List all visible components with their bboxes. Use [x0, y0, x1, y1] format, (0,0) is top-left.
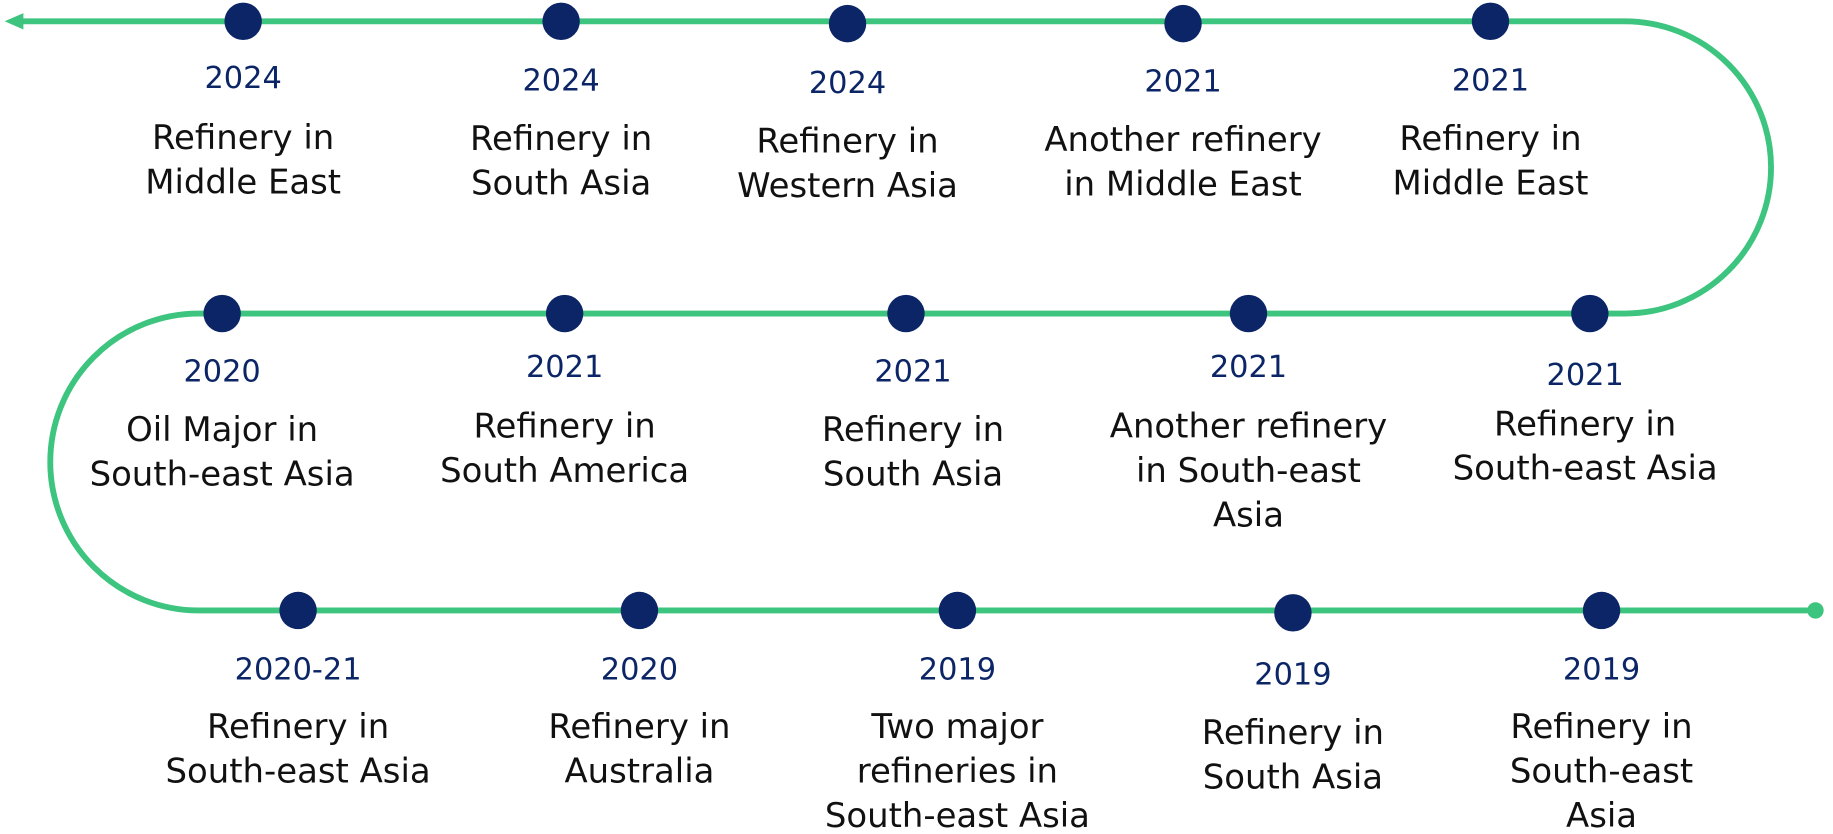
node-label: Australia: [564, 751, 714, 790]
node-year: 2021: [526, 350, 603, 385]
node-year: 2019: [1563, 653, 1640, 688]
node-label: refineries in: [857, 751, 1058, 790]
node-label: Two major: [870, 707, 1043, 746]
node-dot: [828, 4, 867, 43]
node-label: Refinery in: [548, 707, 730, 746]
node-label: in South-east: [1136, 451, 1361, 490]
node-year: 2020: [183, 355, 260, 390]
node-dot: [224, 2, 262, 40]
timeline-end: [1807, 602, 1824, 619]
node-label: Oil Major in: [126, 410, 318, 449]
node-label: Western Asia: [737, 166, 958, 205]
node-label: Another refinery: [1044, 120, 1321, 159]
node-year: 2019: [919, 653, 996, 688]
node-year: 2021: [874, 355, 951, 390]
node-dot: [542, 2, 580, 40]
node-label: Asia: [1213, 495, 1284, 534]
node-label: Refinery in: [1510, 707, 1692, 746]
node-year: 2024: [809, 66, 886, 101]
node-label: South-east Asia: [166, 751, 431, 790]
node-dot: [545, 294, 584, 333]
node-label: Refinery in: [474, 407, 656, 446]
node-dot: [203, 294, 241, 333]
node-year: 2021: [1210, 350, 1287, 385]
node-label: Middle East: [1393, 163, 1589, 202]
node-label: Refinery in: [1202, 713, 1384, 752]
node-year: 2024: [522, 64, 599, 99]
node-label: South-east: [1510, 751, 1693, 790]
node-dot: [1274, 594, 1312, 632]
node-dot: [1471, 2, 1510, 40]
node-year: 2024: [204, 61, 281, 96]
node-label: South Asia: [1203, 757, 1383, 796]
node-dot: [620, 591, 659, 630]
node-dot: [938, 591, 977, 630]
node-dot: [887, 294, 925, 333]
node-label: Refinery in: [1399, 119, 1581, 158]
node-label: Middle East: [145, 162, 341, 201]
node-label: South Asia: [823, 455, 1003, 494]
node-label: South-east Asia: [1453, 449, 1718, 488]
node-label: Refinery in: [470, 119, 652, 158]
node-dot: [1229, 294, 1268, 333]
nodes: 2024 Refinery in Middle East 2024 Refinery i…: [90, 2, 1718, 834]
node-dot: [279, 591, 317, 630]
node-year: 2021: [1547, 358, 1624, 393]
node-label: Refinery in: [1494, 404, 1676, 443]
node-dot: [1582, 591, 1621, 630]
node-year: 2021: [1452, 64, 1529, 99]
node-label: South Asia: [471, 163, 651, 202]
node-label: Refinery in: [756, 121, 938, 160]
node-label: Refinery in: [207, 707, 389, 746]
node-year: 2021: [1144, 65, 1221, 100]
node-year: 2019: [1254, 657, 1331, 692]
node-label: South-east Asia: [90, 455, 355, 494]
node-label: Refinery in: [822, 410, 1004, 449]
arrow-head: [4, 13, 24, 30]
node-label: in Middle East: [1064, 165, 1302, 204]
node-label: Asia: [1566, 796, 1637, 834]
node-dot: [1571, 294, 1609, 333]
node-label: South America: [440, 451, 689, 490]
node-year: 2020-21: [235, 653, 362, 688]
node-label: South-east Asia: [825, 796, 1090, 834]
node-year: 2020: [601, 653, 678, 688]
node-label: Refinery in: [152, 118, 334, 157]
node-label: Another refinery: [1110, 407, 1387, 446]
node-dot: [1164, 4, 1202, 43]
